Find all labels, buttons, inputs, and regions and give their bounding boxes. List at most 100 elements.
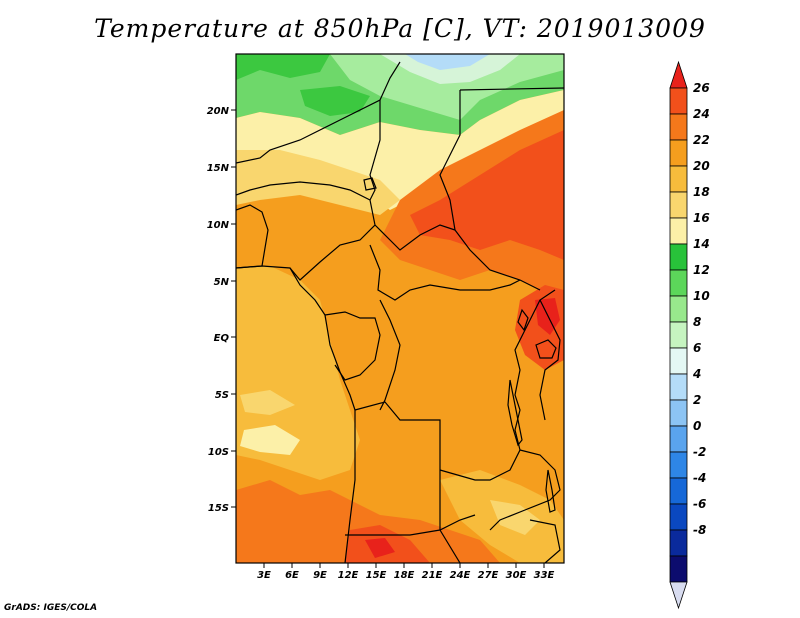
lat-label: 20N <box>207 106 230 117</box>
field-yellow-west-2 <box>240 390 295 415</box>
field-yellow-west <box>240 425 300 455</box>
colorbar-label: -4 <box>693 471 706 485</box>
lon-label: 30E <box>506 570 527 581</box>
colorbar-box <box>669 321 688 349</box>
map-title: Temperature at 850hPa [C], VT: 201901300… <box>94 14 706 43</box>
colorbar-box <box>669 529 688 557</box>
temperature-field <box>236 54 564 563</box>
lake-albert <box>517 308 529 332</box>
colorbar-box <box>669 347 688 375</box>
lat-label: 15N <box>207 163 230 174</box>
field-green-light <box>330 54 564 120</box>
colorbar-box <box>669 503 688 531</box>
lon-label: 21E <box>422 570 443 581</box>
colorbar-box <box>669 139 688 167</box>
lake-malawi <box>545 469 556 513</box>
lon-label: 24E <box>450 570 471 581</box>
lake-victoria <box>535 339 557 359</box>
lake-tanganyika <box>507 379 523 447</box>
colorbar-label: 2 <box>693 393 701 407</box>
colorbar-box <box>669 295 688 323</box>
lat-label: 5N <box>214 277 230 288</box>
lat-label: 5S <box>215 390 229 401</box>
lakes <box>363 177 557 513</box>
field-deep-red <box>535 298 560 335</box>
colorbar-label: 12 <box>693 263 710 277</box>
colorbar-box <box>669 191 688 219</box>
border-path <box>369 244 521 301</box>
border-path <box>539 299 561 421</box>
border-path <box>489 449 561 531</box>
colorbar-box <box>669 555 688 583</box>
lat-label: 10S <box>208 447 229 458</box>
lon-label: 18E <box>394 570 415 581</box>
colorbar-box <box>669 87 688 115</box>
colorbar-bottom-arrow <box>669 581 688 610</box>
lon-label: 12E <box>338 570 359 581</box>
lake-chad <box>363 177 377 191</box>
lon-label: 27E <box>478 570 499 581</box>
border-path <box>324 311 381 381</box>
country-borders <box>236 61 564 563</box>
border-path <box>374 224 456 251</box>
field-green-dark <box>236 54 330 80</box>
colorbar-label: 4 <box>692 367 701 381</box>
longitude-axis: 3E 6E 9E 12E 15E 18E 21E 24E 27E 30E 33E <box>257 563 555 581</box>
border-path <box>345 514 476 536</box>
field-yellow-band-2 <box>236 150 400 215</box>
colorbar-box <box>669 373 688 401</box>
colorbar-label: 16 <box>693 211 710 225</box>
colorbar-box <box>669 451 688 479</box>
lat-label: EQ <box>214 333 230 344</box>
colorbar-label: 22 <box>693 133 710 147</box>
border-path <box>459 87 564 91</box>
colorbar-box <box>669 477 688 505</box>
field-blue <box>405 54 490 70</box>
lat-label: 10N <box>207 220 230 231</box>
border-path <box>439 289 556 481</box>
lon-label: 3E <box>257 570 271 581</box>
lon-label: 15E <box>366 570 387 581</box>
colorbar-box <box>669 269 688 297</box>
border-path <box>236 181 376 281</box>
colorbar-label: 14 <box>693 237 710 251</box>
map-frame <box>235 53 565 564</box>
border-path <box>439 529 461 563</box>
border-path <box>344 410 356 563</box>
colorbar-label: 0 <box>693 419 701 433</box>
colorbar-box <box>669 165 688 193</box>
colorbar-label: 10 <box>693 289 710 303</box>
colorbar-label: 6 <box>693 341 701 355</box>
border-path <box>236 61 401 164</box>
latitude-axis: 20N 15N 10N 5N EQ 5S 10S 15S <box>207 106 236 514</box>
colorbar-label: 20 <box>693 159 710 173</box>
border-path <box>529 519 561 563</box>
field-mint <box>380 54 520 84</box>
colorbar-box <box>669 217 688 245</box>
border-path <box>236 265 356 411</box>
colorbar-label: 18 <box>693 185 710 199</box>
border-path <box>354 401 441 530</box>
field-yellow-band <box>236 90 564 210</box>
border-path <box>369 100 381 201</box>
lon-label: 33E <box>534 570 555 581</box>
field-green-dark-2 <box>300 86 370 116</box>
colorbar-label: -6 <box>693 497 706 511</box>
colorbar-box <box>669 399 688 427</box>
field-yellow-south <box>490 500 540 535</box>
colorbar-label: 8 <box>693 315 701 329</box>
colorbar-top-arrow <box>669 60 688 89</box>
field-deep-red-south <box>365 538 395 558</box>
colorbar-box <box>669 243 688 271</box>
footer-credit: GrADS: IGES/COLA <box>4 603 98 613</box>
colorbar-box <box>669 113 688 141</box>
colorbar-label: 24 <box>693 107 710 121</box>
colorbar-label: -2 <box>693 445 706 459</box>
colorbar-label: -8 <box>693 523 706 537</box>
colorbar-box <box>669 425 688 453</box>
lon-label: 9E <box>313 570 327 581</box>
lat-label: 15S <box>208 503 229 514</box>
field-red-orange-south <box>236 480 500 563</box>
